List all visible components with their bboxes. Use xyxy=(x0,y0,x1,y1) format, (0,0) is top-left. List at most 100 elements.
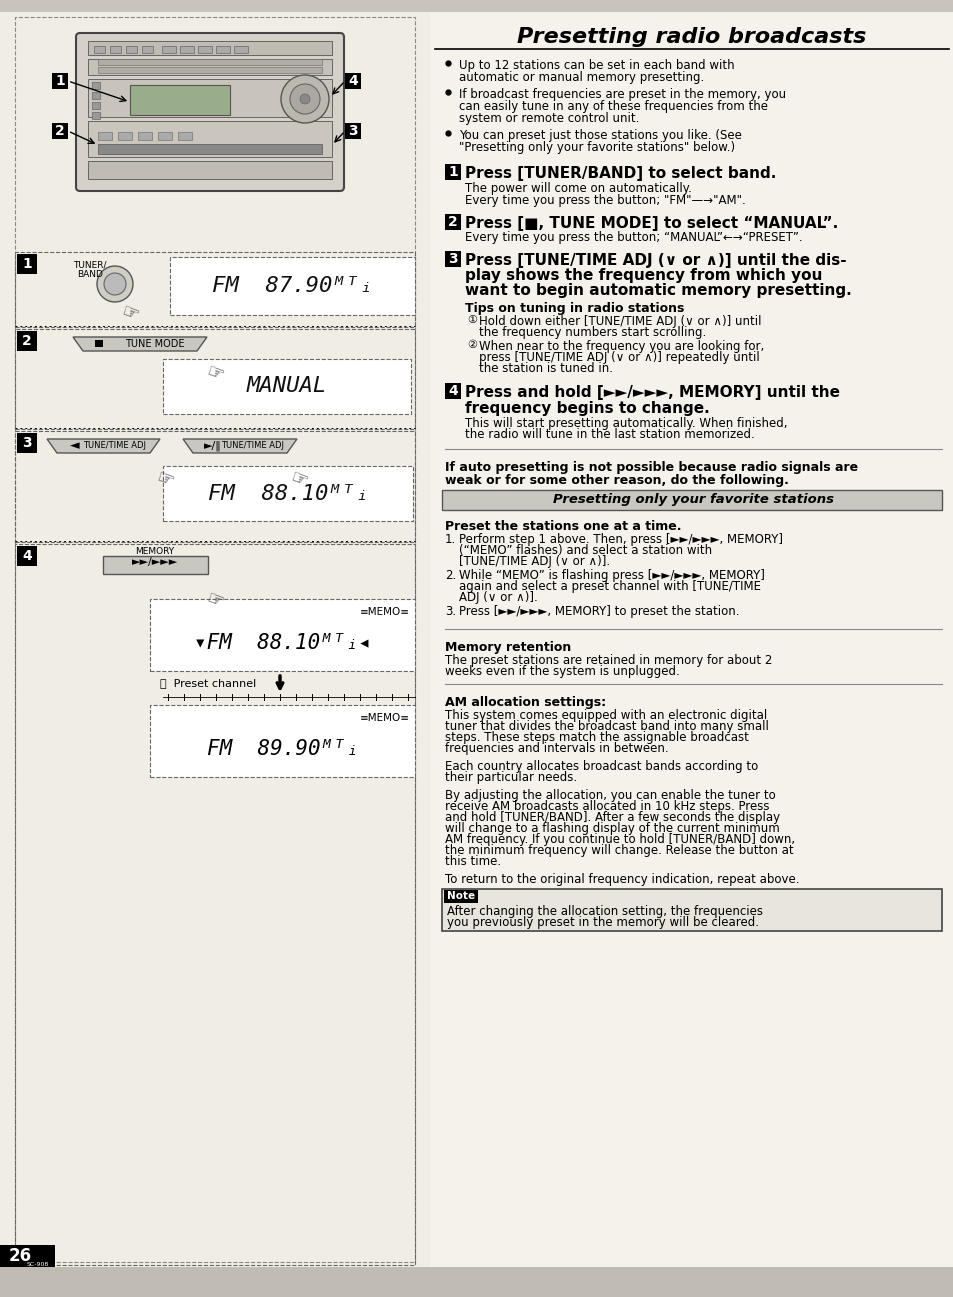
Text: ☞: ☞ xyxy=(153,468,176,492)
Text: 1: 1 xyxy=(448,165,457,179)
Text: To return to the original frequency indication, repeat above.: To return to the original frequency indi… xyxy=(444,873,799,886)
Text: frequencies and intervals in between.: frequencies and intervals in between. xyxy=(444,742,668,755)
Bar xyxy=(17,546,37,565)
Circle shape xyxy=(299,93,310,104)
Bar xyxy=(444,163,460,180)
Text: steps. These steps match the assignable broadcast: steps. These steps match the assignable … xyxy=(444,732,748,744)
Text: Presetting radio broadcasts: Presetting radio broadcasts xyxy=(517,27,865,47)
Text: If auto presetting is not possible because radio signals are: If auto presetting is not possible becau… xyxy=(444,460,858,473)
Text: ②: ② xyxy=(467,340,476,350)
Text: MANUAL: MANUAL xyxy=(247,376,327,397)
Bar xyxy=(95,340,103,348)
Text: again and select a preset channel with [TUNE/TIME: again and select a preset channel with [… xyxy=(458,580,760,593)
Text: This will start presetting automatically. When finished,: This will start presetting automatically… xyxy=(464,418,786,431)
Circle shape xyxy=(104,272,126,294)
Text: the radio will tune in the last station memorized.: the radio will tune in the last station … xyxy=(464,428,754,441)
Text: Preset the stations one at a time.: Preset the stations one at a time. xyxy=(444,520,680,533)
Bar xyxy=(15,252,415,327)
Bar xyxy=(162,45,175,53)
Text: FM  89.90ᴹᵀᵢ: FM 89.90ᴹᵀᵢ xyxy=(207,739,358,759)
Circle shape xyxy=(281,75,329,123)
Text: Press [■, TUNE MODE] to select “MANUAL”.: Press [■, TUNE MODE] to select “MANUAL”. xyxy=(464,217,838,231)
Text: [TUNE/TIME ADJ (∨ or ∧)].: [TUNE/TIME ADJ (∨ or ∧)]. xyxy=(458,555,610,568)
Bar xyxy=(17,254,37,274)
Text: ≡MEMO≡: ≡MEMO≡ xyxy=(359,713,410,722)
Bar xyxy=(170,257,415,315)
Text: ►/‖: ►/‖ xyxy=(204,441,222,451)
Text: 3.: 3. xyxy=(444,604,456,617)
Text: Press [►►/►►►, MEMORY] to preset the station.: Press [►►/►►►, MEMORY] to preset the sta… xyxy=(458,604,739,617)
Text: 4: 4 xyxy=(448,384,457,398)
Bar xyxy=(110,45,121,53)
Bar xyxy=(15,17,415,1262)
Text: "Presetting only your favorite stations" below.): "Presetting only your favorite stations"… xyxy=(458,141,735,154)
Text: Press [TUNE/TIME ADJ (∨ or ∧)] until the dis-: Press [TUNE/TIME ADJ (∨ or ∧)] until the… xyxy=(464,253,845,268)
Bar xyxy=(91,112,100,119)
Text: Memory retention: Memory retention xyxy=(444,641,571,654)
Circle shape xyxy=(290,84,319,114)
Text: 26: 26 xyxy=(9,1246,31,1265)
Bar xyxy=(130,86,230,115)
Text: ☞: ☞ xyxy=(118,302,141,326)
Text: ☞: ☞ xyxy=(203,362,226,385)
Text: 2: 2 xyxy=(448,215,457,230)
Bar xyxy=(88,161,332,179)
Text: Perform step 1 above. Then, press [►►/►►►, MEMORY]: Perform step 1 above. Then, press [►►/►►… xyxy=(458,533,782,546)
Polygon shape xyxy=(183,438,296,453)
Bar xyxy=(98,144,322,154)
Text: ◄: ◄ xyxy=(71,440,80,453)
Text: ⓐ  Preset channel: ⓐ Preset channel xyxy=(160,678,256,687)
Text: If broadcast frequencies are preset in the memory, you: If broadcast frequencies are preset in t… xyxy=(458,88,785,101)
Text: ☞: ☞ xyxy=(287,468,310,492)
Bar xyxy=(430,0,953,1297)
Bar xyxy=(126,45,137,53)
Text: SC-908: SC-908 xyxy=(27,1262,49,1266)
Text: After changing the allocation setting, the frequencies: After changing the allocation setting, t… xyxy=(447,905,762,918)
Text: 1: 1 xyxy=(22,257,31,271)
Text: press [TUNE/TIME ADJ (∨ or ∧)] repeatedly until: press [TUNE/TIME ADJ (∨ or ∧)] repeatedl… xyxy=(478,351,759,364)
Text: FM  87.90ᴹᵀᵢ: FM 87.90ᴹᵀᵢ xyxy=(212,276,373,296)
Bar xyxy=(88,79,332,117)
Text: Presetting only your favorite stations: Presetting only your favorite stations xyxy=(553,493,833,507)
Text: Each country allocates broadcast bands according to: Each country allocates broadcast bands a… xyxy=(444,760,758,773)
Text: Press [TUNER/BAND] to select band.: Press [TUNER/BAND] to select band. xyxy=(464,166,776,182)
Bar xyxy=(98,58,322,65)
Bar xyxy=(88,42,332,54)
Bar xyxy=(88,121,332,157)
Text: Press and hold [►►/►►►, MEMORY] until the: Press and hold [►►/►►►, MEMORY] until th… xyxy=(464,385,840,399)
Text: 1.: 1. xyxy=(444,533,456,546)
Bar xyxy=(52,123,68,139)
Circle shape xyxy=(97,266,132,302)
Bar xyxy=(345,73,360,89)
Text: 4: 4 xyxy=(348,74,357,88)
Text: ①: ① xyxy=(467,315,476,326)
Text: ≡MEMO≡: ≡MEMO≡ xyxy=(359,607,410,617)
Bar xyxy=(15,329,415,429)
Bar xyxy=(198,45,212,53)
Text: This system comes equipped with an electronic digital: This system comes equipped with an elect… xyxy=(444,709,766,722)
Text: their particular needs.: their particular needs. xyxy=(444,770,577,783)
Bar xyxy=(163,359,411,414)
Text: AM allocation settings:: AM allocation settings: xyxy=(444,696,605,709)
Polygon shape xyxy=(73,337,207,351)
Text: 4: 4 xyxy=(22,549,31,563)
Text: and hold [TUNER/BAND]. After a few seconds the display: and hold [TUNER/BAND]. After a few secon… xyxy=(444,811,780,824)
Bar xyxy=(17,433,37,453)
Text: frequency begins to change.: frequency begins to change. xyxy=(464,401,709,416)
Text: FM  88.10ᴹᵀᵢ: FM 88.10ᴹᵀᵢ xyxy=(208,484,368,503)
Text: While “MEMO” is flashing press [►►/►►►, MEMORY]: While “MEMO” is flashing press [►►/►►►, … xyxy=(458,569,764,582)
Bar xyxy=(91,82,100,89)
Bar xyxy=(0,1245,55,1267)
Text: By adjusting the allocation, you can enable the tuner to: By adjusting the allocation, you can ena… xyxy=(444,789,775,802)
Text: When near to the frequency you are looking for,: When near to the frequency you are looki… xyxy=(478,340,763,353)
Text: you previously preset in the memory will be cleared.: you previously preset in the memory will… xyxy=(447,916,759,929)
Bar xyxy=(91,92,100,99)
Bar xyxy=(88,58,332,75)
Text: can easily tune in any of these frequencies from the: can easily tune in any of these frequenc… xyxy=(458,100,767,113)
Text: Every time you press the button; “MANUAL”←→“PRESET”.: Every time you press the button; “MANUAL… xyxy=(464,231,801,244)
Text: will change to a flashing display of the current minimum: will change to a flashing display of the… xyxy=(444,822,779,835)
Text: 1: 1 xyxy=(55,74,65,88)
Bar xyxy=(158,132,172,140)
Text: ADJ (∨ or ∧)].: ADJ (∨ or ∧)]. xyxy=(458,591,537,604)
Bar xyxy=(0,0,430,1297)
